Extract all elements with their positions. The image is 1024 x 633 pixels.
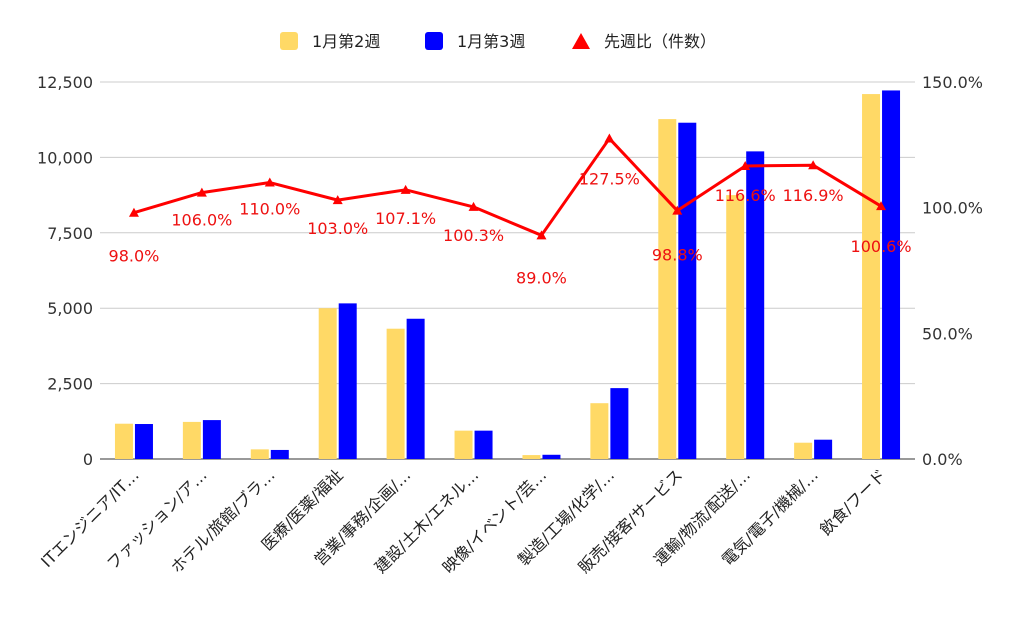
bar <box>474 430 493 459</box>
bar <box>134 424 153 459</box>
bar <box>202 420 221 459</box>
x-axis: ITエンジニア/IT…ファッション/ア…ホテル/旅館/ブラ…医療/医薬/福祉営業… <box>37 465 890 577</box>
bar <box>794 442 813 459</box>
legend-label: 先週比（件数） <box>604 32 716 51</box>
bar <box>406 318 425 459</box>
legend-triangle-marker <box>572 33 590 49</box>
right-tick-label: 100.0% <box>922 199 983 218</box>
triangle-marker <box>604 133 615 143</box>
bar <box>610 388 629 459</box>
ratio-line-series <box>128 133 887 240</box>
triangle-marker <box>468 201 479 211</box>
bar <box>454 430 473 459</box>
ratio-data-label: 89.0% <box>516 268 567 287</box>
ratio-data-label: 106.0% <box>171 211 232 230</box>
right-y-axis: 0.0% 50.0% 100.0% 150.0% <box>922 73 983 469</box>
left-tick-label: 2,500 <box>47 375 93 394</box>
bar <box>590 403 609 459</box>
legend-label: 1月第3週 <box>457 32 525 51</box>
bar <box>882 90 901 460</box>
bar <box>182 421 201 459</box>
ratio-data-label: 100.6% <box>851 237 912 256</box>
bar <box>386 328 405 459</box>
ratio-data-label: 107.1% <box>375 209 436 228</box>
ratio-line <box>133 137 882 237</box>
bar <box>270 449 289 459</box>
left-tick-label: 12,500 <box>37 73 93 92</box>
right-tick-label: 150.0% <box>922 73 983 92</box>
triangle-marker <box>536 230 547 240</box>
left-tick-label: 7,500 <box>47 224 93 243</box>
right-tick-label: 50.0% <box>922 324 973 343</box>
bar <box>726 195 745 459</box>
legend: 1月第2週 1月第3週 先週比（件数） <box>280 32 716 51</box>
triangle-marker <box>196 187 207 197</box>
ratio-data-label: 116.6% <box>715 186 776 205</box>
bar <box>814 439 833 459</box>
left-tick-label: 10,000 <box>37 148 93 167</box>
ratio-data-label: 100.3% <box>443 226 504 245</box>
triangle-marker <box>876 201 887 211</box>
triangle-marker <box>808 160 819 170</box>
ratio-data-label: 110.0% <box>239 200 300 219</box>
bar <box>658 119 677 459</box>
left-tick-label: 5,000 <box>47 299 93 318</box>
ratio-data-label: 98.0% <box>109 247 160 266</box>
legend-swatch <box>280 32 298 50</box>
triangle-marker <box>672 205 683 215</box>
legend-label: 1月第2週 <box>312 32 380 51</box>
bar <box>542 454 561 459</box>
triangle-marker <box>332 195 343 205</box>
bar <box>318 308 337 459</box>
bar <box>114 423 133 459</box>
left-tick-label: 0 <box>83 450 93 469</box>
right-tick-label: 0.0% <box>922 450 963 469</box>
ratio-data-label: 116.9% <box>783 186 844 205</box>
legend-swatch <box>425 32 443 50</box>
bar <box>250 449 269 459</box>
bar <box>522 455 541 459</box>
bar <box>862 94 881 460</box>
bar <box>746 151 765 460</box>
ratio-data-labels: 98.0% 106.0% 110.0% 103.0% 107.1% 100.3% 89.0%… <box>109 170 912 288</box>
triangle-marker <box>264 177 275 187</box>
ratio-data-label: 127.5% <box>579 170 640 189</box>
bar-series <box>114 90 901 460</box>
bar <box>338 303 357 459</box>
triangle-marker <box>740 160 751 170</box>
bar <box>678 122 697 459</box>
ratio-data-label: 103.0% <box>307 219 368 238</box>
left-y-axis: 0 2,500 5,000 7,500 10,000 12,500 <box>37 73 93 469</box>
triangle-marker <box>400 184 411 194</box>
gridlines <box>100 81 915 460</box>
ratio-data-label: 98.8% <box>652 246 703 265</box>
category-label: 飲食/フード <box>816 465 890 539</box>
triangle-marker <box>128 207 139 217</box>
